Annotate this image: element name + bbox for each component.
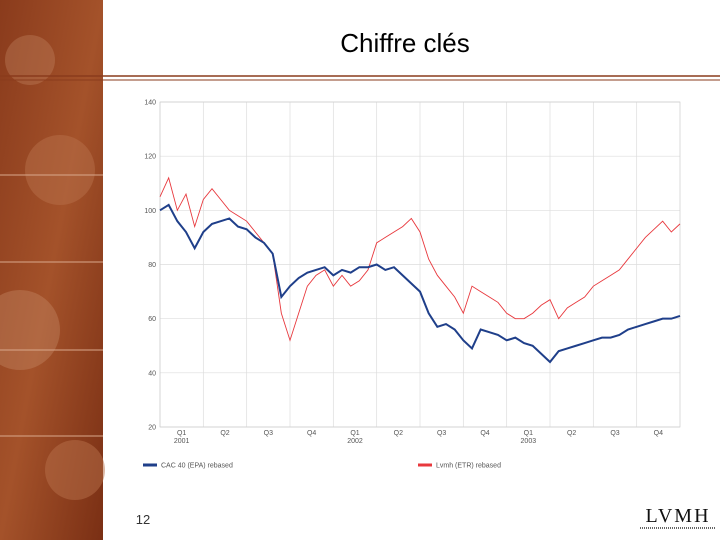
slide-title: Chiffre clés — [340, 28, 470, 58]
x-tick-label: Q1 — [524, 430, 533, 437]
x-tick-label: Q3 — [264, 430, 273, 437]
series-line — [159, 203, 681, 364]
plot: 20 40 60 80 100 120 140 Q1 Q2 Q3 Q4 Q1 Q2 Q3 Q4 Q1 Q2 Q3 Q… — [143, 100, 681, 470]
x-tick-label: Q1 — [350, 430, 359, 437]
y-tick-label: 80 — [148, 262, 156, 269]
y-tick-label: 120 — [144, 154, 156, 161]
y-tick-label: 140 — [144, 100, 156, 107]
plot-frame — [159, 101, 681, 428]
x-tick-label: Q3 — [437, 430, 446, 437]
x-year-label: 2001 — [174, 438, 190, 445]
legend-label: Lvmh (ETR) rebased — [436, 463, 501, 470]
x-tick-label: Q2 — [394, 430, 403, 437]
x-tick-label: Q4 — [307, 430, 316, 437]
x-tick-label: Q2 — [220, 430, 229, 437]
x-tick-label: Q4 — [480, 430, 489, 437]
y-tick-label: 20 — [148, 425, 156, 432]
x-tick-label: Q3 — [610, 430, 619, 437]
y-tick-label: 100 — [144, 208, 156, 215]
legend-label: CAC 40 (EPA) rebased — [161, 463, 233, 470]
x-tick-label: Q1 — [177, 430, 186, 437]
y-tick-label: 60 — [148, 316, 156, 323]
x-year-label: 2003 — [521, 438, 537, 445]
logo: LVMH — [645, 505, 710, 527]
x-tick-label: Q2 — [567, 430, 576, 437]
decor-band — [0, 0, 105, 540]
page-number: 12 — [136, 512, 150, 527]
x-tick-label: Q4 — [654, 430, 663, 437]
series-line — [159, 176, 681, 342]
y-tick-label: 40 — [148, 370, 156, 377]
x-year-label: 2002 — [347, 438, 363, 445]
